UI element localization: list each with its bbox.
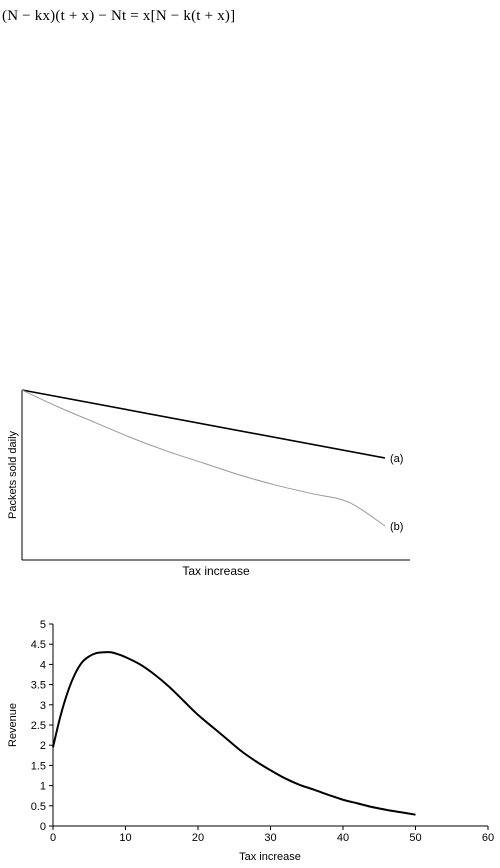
chart1-series-b-line (21, 389, 386, 527)
chart2-x-tick-label: 40 (337, 832, 349, 844)
chart2-y-label: Revenue (7, 703, 19, 747)
chart-packets: Packets sold daily Tax increase (a) (b) (7, 389, 410, 578)
formula: (N − kx)(t + x) − Nt = x[N − k(t + x)] (2, 8, 236, 24)
chart2-x-tick-label: 20 (192, 832, 204, 844)
chart2-y-tick-label: 3 (40, 700, 46, 712)
chart2-x-tick-label: 10 (119, 832, 131, 844)
chart2-x-tick-label: 60 (482, 832, 494, 844)
chart2-y-tick-label: 3.5 (31, 680, 46, 692)
chart1-series-label: (b) (390, 521, 403, 533)
chart2-y-tick-label: 5 (40, 619, 46, 631)
chart2-y-tick-label: 2 (40, 740, 46, 752)
chart2-y-tick-label: 4 (40, 659, 46, 671)
chart1-y-label: Packets sold daily (7, 430, 19, 519)
chart1-series-a-line (21, 389, 386, 459)
chart2-y-tick-label: 2.5 (31, 720, 46, 732)
chart1-x-label: Tax increase (182, 564, 250, 578)
chart2-y-tick-label: 1 (40, 781, 46, 793)
chart2-revenue-line (52, 651, 416, 816)
chart2-x-tick-label: 30 (264, 832, 276, 844)
chart2-x-tick-label: 50 (409, 832, 421, 844)
chart2-x-label: Tax increase (239, 851, 301, 863)
chart2-y-tick-label: 1.5 (31, 760, 46, 772)
chart2-y-tick-label: 4.5 (31, 639, 46, 651)
chart-revenue: 0 0.5 1 1.5 2 2.5 3 3.5 4 4.5 5 0 10 20 30 40 50 60 Reve… (7, 619, 494, 863)
chart2-y-tick-label: 0 (40, 821, 46, 833)
chart2-y-tick-label: 0.5 (31, 801, 46, 813)
chart1-series-label: (a) (390, 453, 403, 465)
chart2-x-tick-label: 0 (50, 832, 56, 844)
